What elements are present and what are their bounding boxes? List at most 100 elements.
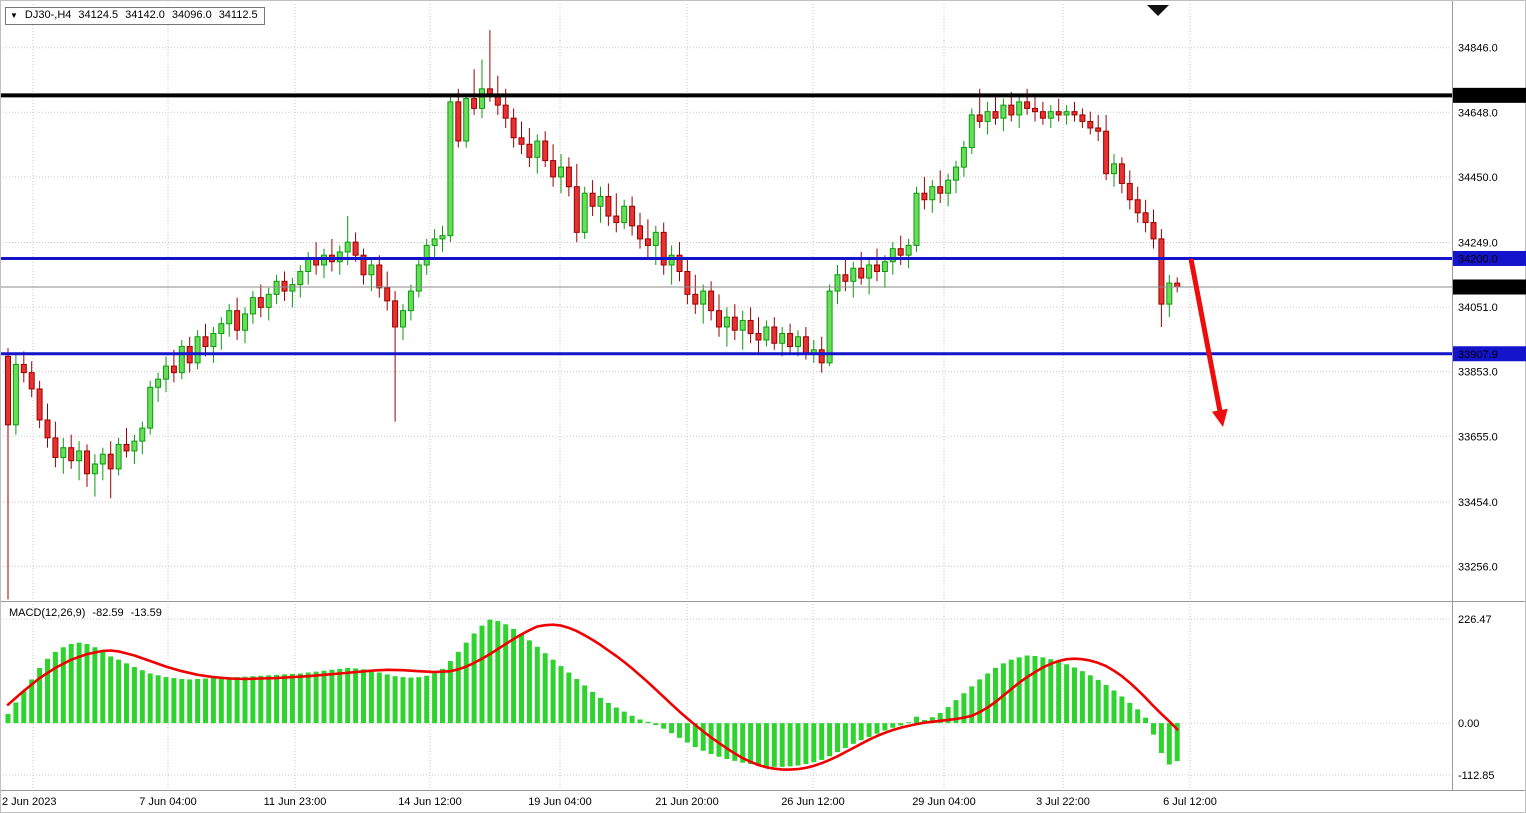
macd-bar bbox=[763, 723, 769, 767]
macd-bar bbox=[21, 690, 27, 724]
macd-bar bbox=[84, 644, 90, 724]
collapse-arrow-icon[interactable]: ▼ bbox=[10, 10, 18, 20]
arrow-head-icon[interactable] bbox=[1211, 408, 1228, 427]
macd-bar bbox=[266, 675, 272, 724]
candle-body bbox=[550, 160, 557, 178]
candle-body bbox=[558, 166, 564, 178]
macd-bar bbox=[795, 723, 801, 766]
candle-body bbox=[36, 388, 43, 421]
macd-bar bbox=[345, 667, 351, 724]
ohlc-open: 34124.5 bbox=[78, 9, 119, 21]
candle-body bbox=[439, 235, 446, 240]
candle-body bbox=[700, 290, 707, 305]
macd-tick-label: 226.47 bbox=[1458, 614, 1492, 626]
macd-bar bbox=[163, 677, 169, 724]
ohlc-high: 34142.0 bbox=[125, 9, 165, 21]
macd-bar bbox=[471, 633, 477, 724]
price-tick-label: 33655.0 bbox=[1458, 431, 1498, 443]
candle-body bbox=[826, 290, 833, 364]
macd-main-value: -82.59 bbox=[92, 607, 124, 619]
macd-bar bbox=[392, 676, 398, 724]
macd-bar bbox=[29, 679, 35, 724]
macd-bar bbox=[590, 691, 596, 724]
candle-body bbox=[194, 336, 201, 364]
macd-bar bbox=[313, 671, 319, 724]
candle-body bbox=[447, 101, 454, 237]
macd-bar bbox=[1095, 679, 1101, 724]
candle-body bbox=[613, 215, 620, 224]
macd-bar bbox=[1032, 655, 1038, 724]
macd-bar bbox=[218, 677, 224, 724]
macd-bar bbox=[756, 723, 761, 766]
chart-shift-marker-icon[interactable] bbox=[1147, 5, 1169, 16]
macd-bar bbox=[440, 668, 445, 724]
candle-body bbox=[431, 238, 438, 246]
macd-bar bbox=[155, 675, 161, 724]
candle-body bbox=[360, 254, 367, 276]
candle-body bbox=[423, 244, 430, 266]
candle-body bbox=[716, 310, 722, 328]
candle-body bbox=[218, 323, 225, 334]
candle-body bbox=[99, 453, 106, 465]
macd-bar bbox=[929, 717, 935, 724]
candle-body bbox=[12, 363, 19, 426]
macd-bar bbox=[692, 723, 698, 748]
price-tick-label: 33256.0 bbox=[1458, 561, 1498, 573]
candle-body bbox=[147, 386, 154, 429]
candle-body bbox=[874, 264, 880, 273]
candle-body bbox=[881, 261, 888, 273]
arrow-shaft[interactable] bbox=[1188, 258, 1224, 418]
price-level-badge bbox=[1453, 279, 1526, 295]
macd-bar bbox=[534, 646, 540, 724]
macd-bar bbox=[748, 723, 754, 765]
candle-body bbox=[344, 241, 351, 253]
symbol-info-box: ▼ DJ30-,H4 34124.5 34142.0 34096.0 34112… bbox=[5, 7, 265, 25]
macd-bar bbox=[147, 673, 153, 724]
macd-bar bbox=[274, 674, 280, 724]
time-axis[interactable]: 2 Jun 2023 7 Jun 04:00 11 Jun 23:00 14 Jun … bbox=[2, 796, 1217, 808]
price-level-label: 33907.9 bbox=[1458, 349, 1498, 361]
macd-bar bbox=[1127, 702, 1133, 724]
candle-body bbox=[976, 114, 983, 122]
candle-body bbox=[321, 254, 327, 266]
macd-bar bbox=[139, 670, 145, 724]
price-tick-label: 34051.0 bbox=[1458, 302, 1498, 314]
macd-bar bbox=[68, 644, 74, 724]
macd-bar bbox=[447, 661, 453, 724]
macd-bar bbox=[100, 651, 106, 724]
candle-body bbox=[170, 365, 177, 374]
candle-body bbox=[676, 254, 683, 273]
macd-bar bbox=[724, 723, 730, 760]
macd-bar bbox=[45, 658, 50, 724]
candle-body bbox=[384, 287, 391, 302]
candle-body bbox=[84, 450, 90, 475]
candle-body bbox=[637, 225, 643, 240]
candle-body bbox=[510, 117, 517, 139]
trend-arrow-annotation[interactable] bbox=[1188, 258, 1228, 427]
macd-bar bbox=[1119, 696, 1125, 724]
time-tick-label: 29 Jun 04:00 bbox=[912, 796, 976, 808]
candle-body bbox=[755, 332, 762, 341]
candle-body bbox=[605, 195, 612, 217]
price-axis[interactable]: 34846.0 34648.0 34450.0 34249.0 34051.0 33853… bbox=[1453, 43, 1526, 782]
macd-bar bbox=[1016, 657, 1022, 724]
macd-bar bbox=[526, 640, 532, 724]
candle-body bbox=[415, 264, 422, 292]
time-tick-label: 6 Jul 12:00 bbox=[1163, 796, 1217, 808]
macd-bar bbox=[258, 675, 264, 724]
candle-body bbox=[779, 332, 786, 344]
candle-body bbox=[44, 419, 51, 439]
macd-bar bbox=[187, 679, 193, 724]
macd-bar bbox=[882, 723, 888, 731]
macd-bar bbox=[495, 621, 501, 724]
candle-body bbox=[336, 251, 343, 263]
candle-body bbox=[226, 310, 233, 325]
macd-bar bbox=[361, 669, 366, 724]
macd-bar bbox=[874, 723, 880, 734]
candle-body bbox=[684, 271, 691, 295]
candle-body bbox=[178, 346, 185, 374]
macd-bar bbox=[1158, 723, 1164, 754]
candle-body bbox=[107, 453, 114, 470]
macd-bar bbox=[424, 675, 430, 724]
